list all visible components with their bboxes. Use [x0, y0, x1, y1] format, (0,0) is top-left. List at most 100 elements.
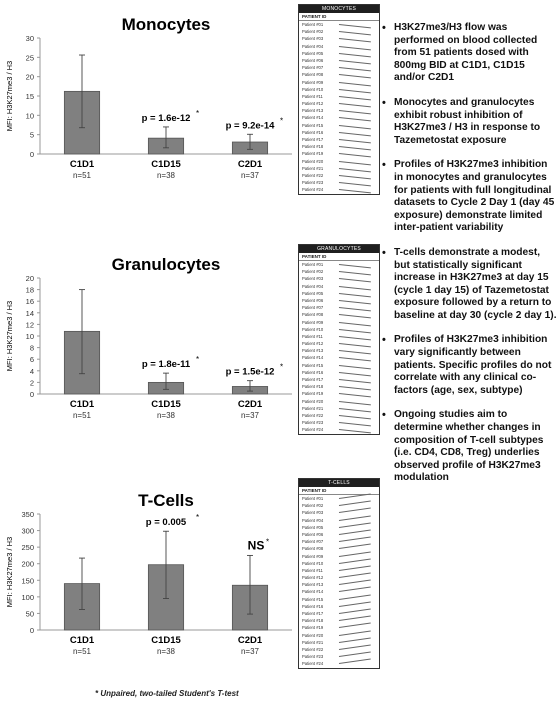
patient-id: Patient #10 — [302, 560, 324, 566]
y-axis-label: MFI: H3K27me3 / H3 — [5, 301, 14, 371]
patient-row: Patient #04 — [299, 283, 379, 290]
patient-row: Patient #03 — [299, 275, 379, 283]
profile-line — [338, 658, 371, 665]
profile-line — [338, 608, 371, 614]
patient-row: Patient #11 — [299, 565, 379, 574]
patient-id: Patient #01 — [302, 496, 324, 501]
patient-id: Patient #14 — [302, 589, 324, 595]
y-tick-label: 350 — [21, 510, 34, 519]
patient-id: Patient #13 — [302, 582, 324, 588]
tcells-chart: T-Cells MFI: H3K27me3 / H3 0 50 100 150 200 250… — [5, 491, 292, 656]
patient-id: Patient #04 — [302, 283, 324, 289]
y-tick-label: 10 — [26, 111, 34, 120]
significance-asterisk: * — [266, 537, 269, 546]
bullet-item: Profiles of H3K27me3 inhibition in monoc… — [382, 159, 558, 235]
y-tick-label: 10 — [26, 332, 34, 341]
mini-table-column: PATIENT ID — [299, 253, 379, 261]
profile-line — [338, 429, 371, 434]
bullet-item: Ongoing studies aim to determine whether… — [382, 409, 558, 485]
y-tick-label: 25 — [26, 53, 34, 62]
granulocytes-chart-panel: Granulocytes MFI: H3K27me3 / H3 0 2 4 6 8 10 12 1… — [0, 244, 300, 444]
n-label: n=51 — [73, 647, 92, 656]
patient-row: Patient #12 — [299, 572, 379, 581]
n-label: n=37 — [241, 171, 260, 180]
patient-id: Patient #04 — [302, 43, 324, 49]
y-tick-label: 30 — [26, 34, 34, 43]
p-value-annotation: p = 9.2e-14 — [226, 120, 276, 131]
patient-id: Patient #03 — [302, 36, 324, 42]
y-tick-label: 20 — [26, 274, 34, 283]
patient-id: Patient #11 — [302, 567, 323, 573]
patient-row: Patient #15 — [299, 122, 379, 129]
profile-line — [338, 586, 371, 593]
patient-row: Patient #17 — [299, 136, 379, 144]
patient-id: Patient #11 — [302, 333, 323, 339]
patient-row: Patient #05 — [299, 290, 379, 298]
patient-id: Patient #24 — [302, 661, 324, 667]
y-tick-label: 150 — [21, 576, 34, 585]
patient-row: Patient #09 — [299, 319, 379, 326]
patient-id: Patient #19 — [302, 151, 324, 157]
patient-id: Patient #17 — [302, 137, 324, 142]
patient-row: Patient #19 — [299, 622, 379, 631]
patient-row: Patient #05 — [299, 522, 379, 531]
patient-id: Patient #10 — [302, 326, 324, 332]
patient-id: Patient #21 — [302, 639, 324, 645]
profile-line — [338, 507, 371, 514]
y-tick-label: 0 — [30, 626, 34, 635]
patient-id: Patient #13 — [302, 108, 324, 114]
profile-line — [338, 189, 371, 194]
bullet-item: Monocytes and granulocytes exhibit robus… — [382, 97, 558, 147]
patient-row: Patient #08 — [299, 311, 379, 319]
patient-id: Patient #17 — [302, 611, 324, 616]
chart-title: Monocytes — [122, 15, 211, 34]
profile-line — [338, 543, 371, 550]
profile-line — [338, 615, 371, 622]
profile-line — [338, 551, 371, 557]
patient-id: Patient #11 — [302, 93, 323, 99]
patient-row: Patient #17 — [299, 608, 379, 617]
mini-table-header: GRANULOCYTES — [299, 245, 379, 253]
profile-line — [338, 522, 371, 528]
y-tick-label: 16 — [26, 297, 34, 306]
n-label: n=38 — [157, 647, 176, 656]
patient-id: Patient #07 — [302, 65, 324, 71]
profile-line — [338, 515, 371, 521]
n-label: n=37 — [241, 411, 260, 420]
y-tick-label: 6 — [30, 355, 34, 364]
patient-id: Patient #12 — [302, 101, 324, 107]
chart-title: Granulocytes — [112, 255, 221, 274]
x-tick-label: C1D15 — [151, 635, 181, 646]
patient-id: Patient #03 — [302, 276, 324, 282]
patient-row: Patient #14 — [299, 586, 379, 595]
patient-id: Patient #17 — [302, 377, 324, 382]
patient-id: Patient #12 — [302, 341, 324, 347]
patient-row: Patient #13 — [299, 579, 379, 588]
patient-row: Patient #03 — [299, 507, 379, 516]
patient-id: Patient #15 — [302, 596, 324, 602]
footnote: * Unpaired, two-tailed Student's T-test — [95, 689, 239, 698]
profile-line — [338, 572, 371, 579]
patient-id: Patient #12 — [302, 575, 324, 581]
significance-asterisk: * — [196, 355, 199, 364]
patient-id: Patient #10 — [302, 86, 324, 92]
patient-id: Patient #02 — [302, 269, 324, 275]
patient-row: Patient #16 — [299, 601, 379, 610]
patient-id: Patient #18 — [302, 618, 324, 624]
bullet-item: H3K27me3/H3 flow was performed on blood … — [382, 22, 558, 85]
patient-id: Patient #14 — [302, 115, 324, 121]
profile-line — [338, 493, 371, 499]
patient-row: Patient #13 — [299, 347, 379, 355]
significance-asterisk: * — [280, 116, 283, 125]
patient-row: Patient #14 — [299, 354, 379, 362]
x-tick-label: C1D15 — [151, 399, 181, 410]
y-tick-label: 50 — [26, 609, 34, 618]
profile-line — [338, 529, 371, 535]
patient-id: Patient #22 — [302, 412, 324, 418]
x-tick-label: C1D1 — [70, 399, 95, 410]
patient-id: Patient #20 — [302, 158, 324, 164]
p-value-annotation: p = 0.005 — [146, 517, 187, 528]
y-tick-label: 2 — [30, 378, 34, 387]
y-tick-label: 5 — [30, 131, 34, 140]
patient-id: Patient #04 — [302, 517, 324, 523]
